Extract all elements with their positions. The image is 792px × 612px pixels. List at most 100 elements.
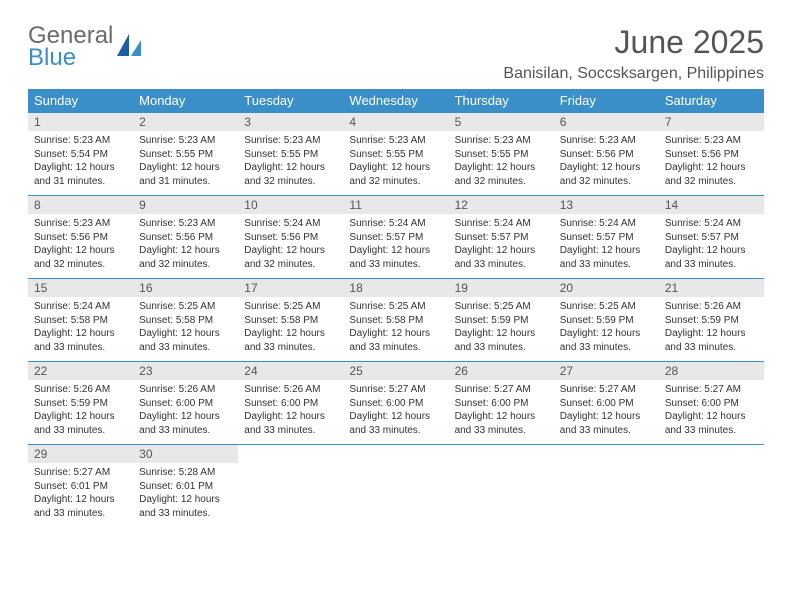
sunset-text: Sunset: 5:57 PM [349,231,442,245]
sunrise-text: Sunrise: 5:27 AM [665,383,758,397]
daylight-text: Daylight: 12 hours and 31 minutes. [34,161,127,188]
day-details: Sunrise: 5:24 AMSunset: 5:57 PMDaylight:… [554,214,659,275]
sunset-text: Sunset: 5:56 PM [34,231,127,245]
day-number: 11 [343,196,448,214]
sunrise-text: Sunrise: 5:26 AM [244,383,337,397]
daylight-text: Daylight: 12 hours and 33 minutes. [560,327,653,354]
day-number: 23 [133,362,238,380]
daylight-text: Daylight: 12 hours and 33 minutes. [34,327,127,354]
sunset-text: Sunset: 5:57 PM [560,231,653,245]
calendar-cell: 20Sunrise: 5:25 AMSunset: 5:59 PMDayligh… [554,279,659,362]
day-details: Sunrise: 5:24 AMSunset: 5:56 PMDaylight:… [238,214,343,275]
day-number: 24 [238,362,343,380]
daylight-text: Daylight: 12 hours and 33 minutes. [349,244,442,271]
sunrise-text: Sunrise: 5:23 AM [34,217,127,231]
calendar-cell: 5Sunrise: 5:23 AMSunset: 5:55 PMDaylight… [449,113,554,196]
sunrise-text: Sunrise: 5:25 AM [244,300,337,314]
day-details: Sunrise: 5:28 AMSunset: 6:01 PMDaylight:… [133,463,238,524]
sunset-text: Sunset: 5:58 PM [349,314,442,328]
day-details: Sunrise: 5:25 AMSunset: 5:59 PMDaylight:… [449,297,554,358]
sunrise-text: Sunrise: 5:23 AM [349,134,442,148]
calendar-cell: 23Sunrise: 5:26 AMSunset: 6:00 PMDayligh… [133,362,238,445]
daylight-text: Daylight: 12 hours and 32 minutes. [349,161,442,188]
daylight-text: Daylight: 12 hours and 32 minutes. [244,244,337,271]
sunrise-text: Sunrise: 5:23 AM [139,134,232,148]
day-number: 21 [659,279,764,297]
sunset-text: Sunset: 5:54 PM [34,148,127,162]
daylight-text: Daylight: 12 hours and 33 minutes. [139,410,232,437]
day-details: Sunrise: 5:23 AMSunset: 5:56 PMDaylight:… [554,131,659,192]
calendar-cell: 27Sunrise: 5:27 AMSunset: 6:00 PMDayligh… [554,362,659,445]
calendar-cell: 22Sunrise: 5:26 AMSunset: 5:59 PMDayligh… [28,362,133,445]
day-details: Sunrise: 5:24 AMSunset: 5:57 PMDaylight:… [343,214,448,275]
calendar-week-row: 1Sunrise: 5:23 AMSunset: 5:54 PMDaylight… [28,113,764,196]
sunset-text: Sunset: 6:00 PM [560,397,653,411]
sunrise-text: Sunrise: 5:26 AM [665,300,758,314]
day-details: Sunrise: 5:25 AMSunset: 5:58 PMDaylight:… [238,297,343,358]
header: General Blue June 2025 Banisilan, Soccsk… [28,24,764,83]
day-number: 2 [133,113,238,131]
day-details: Sunrise: 5:27 AMSunset: 6:00 PMDaylight:… [449,380,554,441]
daylight-text: Daylight: 12 hours and 33 minutes. [349,327,442,354]
day-number: 29 [28,445,133,463]
weekday-header: Thursday [449,89,554,113]
sunrise-text: Sunrise: 5:24 AM [34,300,127,314]
sunset-text: Sunset: 5:57 PM [455,231,548,245]
sunset-text: Sunset: 6:00 PM [665,397,758,411]
calendar-cell [238,445,343,528]
sunset-text: Sunset: 5:58 PM [34,314,127,328]
calendar-cell: 26Sunrise: 5:27 AMSunset: 6:00 PMDayligh… [449,362,554,445]
day-details: Sunrise: 5:25 AMSunset: 5:59 PMDaylight:… [554,297,659,358]
daylight-text: Daylight: 12 hours and 32 minutes. [665,161,758,188]
calendar-cell: 10Sunrise: 5:24 AMSunset: 5:56 PMDayligh… [238,196,343,279]
calendar-cell: 1Sunrise: 5:23 AMSunset: 5:54 PMDaylight… [28,113,133,196]
day-details: Sunrise: 5:23 AMSunset: 5:54 PMDaylight:… [28,131,133,192]
day-details: Sunrise: 5:27 AMSunset: 6:00 PMDaylight:… [554,380,659,441]
daylight-text: Daylight: 12 hours and 33 minutes. [349,410,442,437]
calendar-cell: 24Sunrise: 5:26 AMSunset: 6:00 PMDayligh… [238,362,343,445]
sunrise-text: Sunrise: 5:24 AM [244,217,337,231]
logo-text-line2: Blue [28,46,113,70]
calendar-cell: 21 Sunrise: 5:26 AMSunset: 5:59 PMDayligh… [659,279,764,362]
day-details: Sunrise: 5:23 AMSunset: 5:55 PMDaylight:… [449,131,554,192]
day-details: Sunrise: 5:24 AMSunset: 5:58 PMDaylight:… [28,297,133,358]
sunset-text: Sunset: 5:59 PM [665,314,758,328]
sunset-text: Sunset: 6:00 PM [139,397,232,411]
day-details: Sunrise: 5:25 AMSunset: 5:58 PMDaylight:… [133,297,238,358]
day-details: Sunrise: 5:24 AMSunset: 5:57 PMDaylight:… [449,214,554,275]
calendar-cell [343,445,448,528]
day-number: 25 [343,362,448,380]
daylight-text: Daylight: 12 hours and 31 minutes. [139,161,232,188]
weekday-header: Monday [133,89,238,113]
calendar-week-row: 15Sunrise: 5:24 AMSunset: 5:58 PMDayligh… [28,279,764,362]
calendar-cell: 11Sunrise: 5:24 AMSunset: 5:57 PMDayligh… [343,196,448,279]
calendar-cell: 7Sunrise: 5:23 AMSunset: 5:56 PMDaylight… [659,113,764,196]
daylight-text: Daylight: 12 hours and 33 minutes. [665,327,758,354]
day-number: 18 [343,279,448,297]
sunset-text: Sunset: 5:58 PM [139,314,232,328]
day-number: 15 [28,279,133,297]
daylight-text: Daylight: 12 hours and 33 minutes. [139,493,232,520]
day-details: Sunrise: 5:26 AMSunset: 6:00 PMDaylight:… [133,380,238,441]
daylight-text: Daylight: 12 hours and 32 minutes. [455,161,548,188]
daylight-text: Daylight: 12 hours and 33 minutes. [139,327,232,354]
weekday-header: Tuesday [238,89,343,113]
sunset-text: Sunset: 5:56 PM [244,231,337,245]
location-text: Banisilan, Soccsksargen, Philippines [503,65,764,83]
calendar-cell [449,445,554,528]
calendar-cell: 2Sunrise: 5:23 AMSunset: 5:55 PMDaylight… [133,113,238,196]
day-details: Sunrise: 5:26 AMSunset: 6:00 PMDaylight:… [238,380,343,441]
day-details: Sunrise: 5:23 AMSunset: 5:56 PMDaylight:… [28,214,133,275]
sunset-text: Sunset: 6:01 PM [139,480,232,494]
day-number: 5 [449,113,554,131]
calendar-cell: 25Sunrise: 5:27 AMSunset: 6:00 PMDayligh… [343,362,448,445]
sunrise-text: Sunrise: 5:26 AM [34,383,127,397]
day-number: 17 [238,279,343,297]
calendar-cell: 4Sunrise: 5:23 AMSunset: 5:55 PMDaylight… [343,113,448,196]
day-details: Sunrise: 5:23 AMSunset: 5:56 PMDaylight:… [659,131,764,192]
daylight-text: Daylight: 12 hours and 33 minutes. [455,410,548,437]
calendar-cell: 13Sunrise: 5:24 AMSunset: 5:57 PMDayligh… [554,196,659,279]
sunrise-text: Sunrise: 5:24 AM [349,217,442,231]
calendar-week-row: 29Sunrise: 5:27 AMSunset: 6:01 PMDayligh… [28,445,764,528]
daylight-text: Daylight: 12 hours and 33 minutes. [665,410,758,437]
